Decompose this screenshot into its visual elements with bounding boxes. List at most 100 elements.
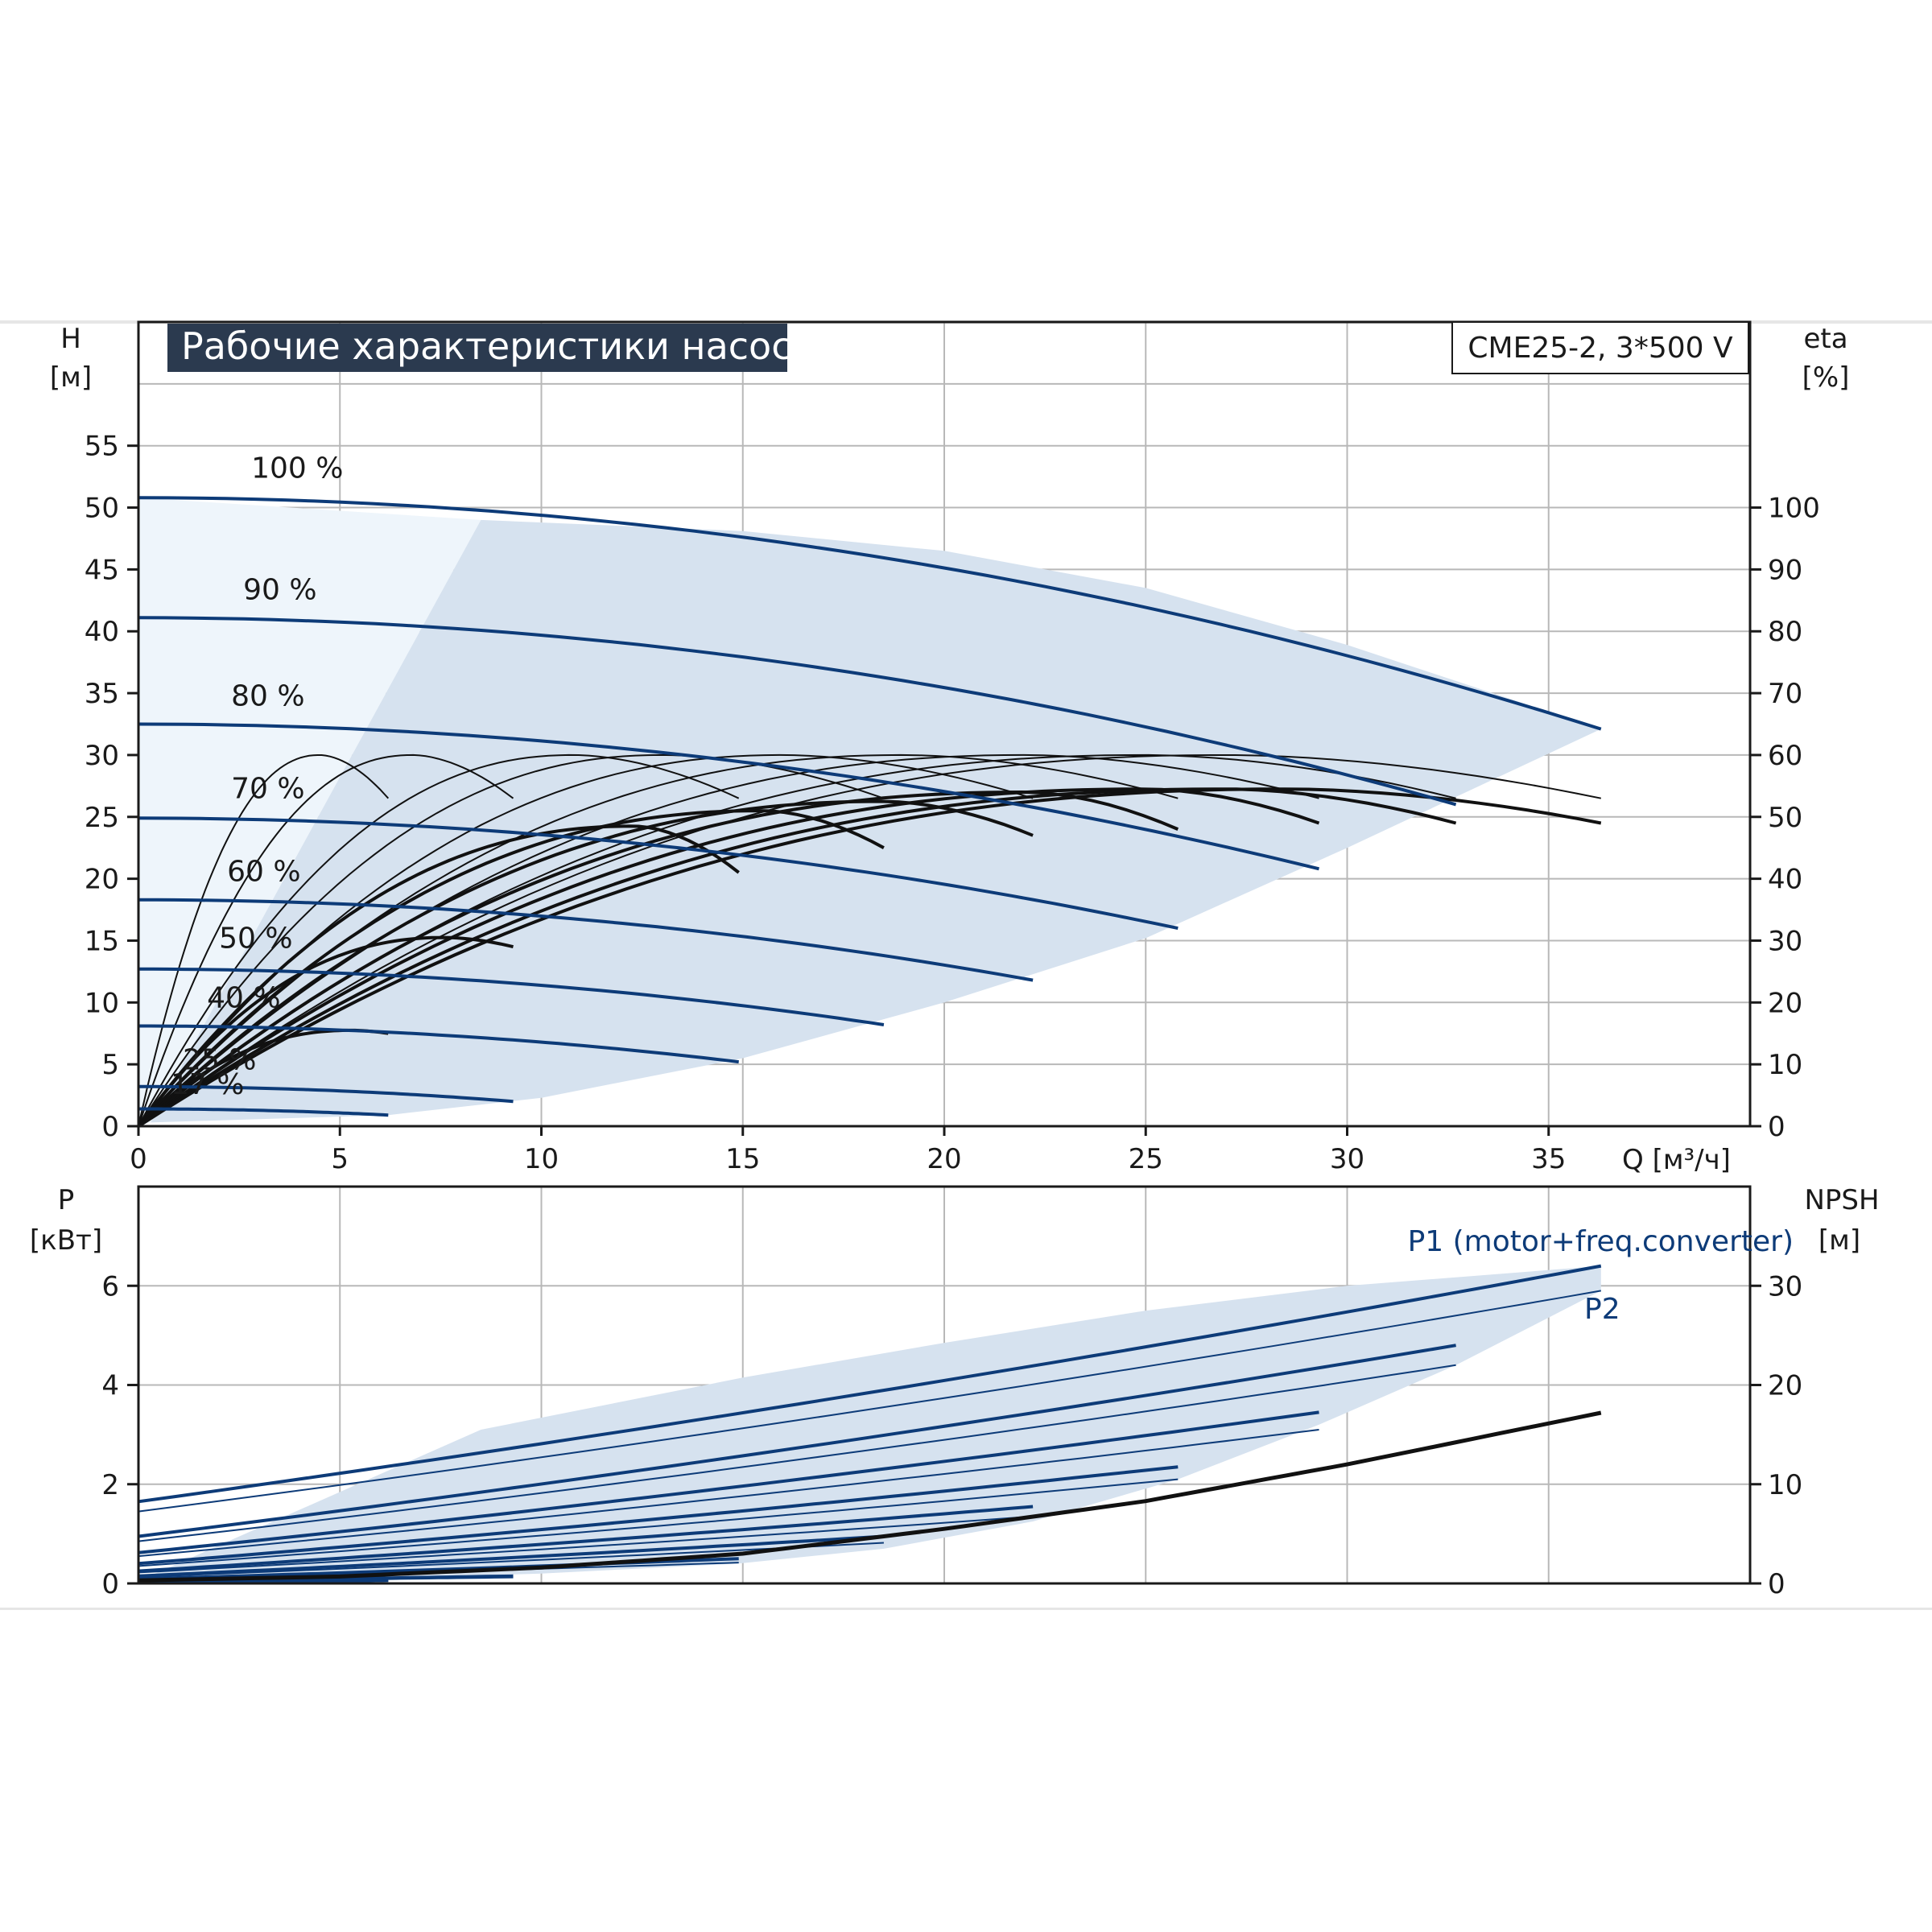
y2-tick-label: 20 xyxy=(1768,987,1802,1019)
y2-axis-label-eta: eta xyxy=(1803,323,1847,355)
power-operating-area xyxy=(138,1265,1601,1581)
head-curve-label: 40 % xyxy=(207,981,280,1014)
head-curve-label: 90 % xyxy=(243,573,316,606)
power-tick-label: 0 xyxy=(101,1568,119,1600)
efficiency-curve xyxy=(138,753,514,1127)
bottom-border-line xyxy=(0,1608,1932,1610)
head-curve-label: 25 % xyxy=(183,1043,256,1076)
npsh-tick-label: 20 xyxy=(1768,1370,1802,1402)
head-curve xyxy=(138,1107,389,1117)
x-tick-label: 10 xyxy=(524,1143,559,1175)
bottom-operating-area xyxy=(138,1265,1601,1581)
y2-tick-label: 10 xyxy=(1768,1049,1802,1081)
head-curve xyxy=(138,816,1179,931)
p2-series-label: P2 xyxy=(1584,1293,1620,1326)
npsh-curve xyxy=(138,1410,1602,1583)
head-curve-label: 70 % xyxy=(231,773,304,806)
y2-tick-label: 70 xyxy=(1768,678,1802,710)
model-box xyxy=(1451,321,1749,374)
head-curve xyxy=(138,616,1457,807)
x-tick-label: 5 xyxy=(331,1143,349,1175)
x-tick-label: 30 xyxy=(1330,1143,1364,1175)
y-tick-label: 30 xyxy=(85,740,119,772)
y-axis-unit-power: [кВт] xyxy=(30,1224,102,1257)
y-axis-label-head: H xyxy=(60,323,81,355)
head-curve-label: 17 % xyxy=(171,1068,244,1101)
y-axis-label-power: P xyxy=(58,1184,75,1216)
power-p1-curve xyxy=(138,1264,1602,1504)
efficiency-curve xyxy=(138,753,740,1127)
power-tick-label: 2 xyxy=(101,1469,119,1501)
power-npsh-panel: 0 2 4 6 0 10 20 30 P [кВт] NPSH [м] P1 (motor+f… xyxy=(30,1184,1880,1600)
head-curve-label: 100 % xyxy=(251,452,343,485)
x-tick-label: 0 xyxy=(130,1143,147,1175)
power-p1-curve xyxy=(138,1344,1456,1538)
efficiency-curves xyxy=(137,753,1602,1128)
y2-tick-label: 50 xyxy=(1768,802,1802,834)
head-curve-labels: 100 % 90 % 80 % 70 % 60 % 50 % 40 % 25 %17 % xyxy=(171,452,343,1101)
npsh-tick-label: 0 xyxy=(1768,1568,1785,1600)
y2-tick-label: 90 xyxy=(1768,554,1802,586)
head-curve-label: 60 % xyxy=(227,856,300,889)
x-tick-label: 25 xyxy=(1129,1143,1163,1175)
y-axis-unit-head: [м] xyxy=(50,361,92,394)
y-tick-label: 50 xyxy=(85,493,119,525)
power-curves xyxy=(138,1264,1602,1584)
power-p2-curve xyxy=(138,1542,884,1578)
head-efficiency-panel: 0510152025303540455055010203040506070809… xyxy=(0,320,1932,1176)
efficiency-curve xyxy=(138,754,390,1127)
power-p2-curve xyxy=(138,1515,1034,1574)
head-curve xyxy=(138,898,1034,982)
head-curves xyxy=(138,496,1602,1117)
power-tick-label: 6 xyxy=(101,1270,119,1302)
operating-area xyxy=(151,519,1601,1123)
bottom-axis-ticks: 0 2 4 6 0 10 20 30 xyxy=(101,1270,1802,1600)
y-tick-label: 0 xyxy=(101,1111,119,1143)
power-p1-curve xyxy=(138,1465,1179,1566)
x-tick-label: 15 xyxy=(725,1143,760,1175)
x-axis-label: Q [м³/ч] xyxy=(1622,1144,1731,1176)
efficiency-curve xyxy=(137,799,1034,1128)
y2-tick-label: 60 xyxy=(1768,740,1802,772)
y2-tick-label: 80 xyxy=(1768,616,1802,648)
y2-tick-label: 40 xyxy=(1768,864,1802,896)
model-label: CME25-2, 3*500 V xyxy=(1468,332,1733,365)
head-curve xyxy=(138,1024,739,1064)
y2-tick-label: 0 xyxy=(1768,1111,1785,1143)
head-curve-label: 80 % xyxy=(231,679,304,712)
head-curve-label: 50 % xyxy=(219,923,292,956)
power-p1-curve xyxy=(138,1534,885,1578)
efficiency-curve xyxy=(137,787,1320,1128)
top-axis-ticks: 0510152025303540455055010203040506070809… xyxy=(85,431,1820,1175)
x-tick-label: 35 xyxy=(1531,1143,1566,1175)
head-curve xyxy=(138,496,1602,731)
y-tick-label: 10 xyxy=(85,987,119,1019)
power-tick-label: 4 xyxy=(101,1370,119,1402)
y-tick-label: 45 xyxy=(85,554,119,586)
y2-axis-unit-npsh: [м] xyxy=(1818,1224,1860,1257)
npsh-tick-label: 30 xyxy=(1768,1270,1802,1302)
y2-tick-label: 100 xyxy=(1768,493,1820,525)
power-p2-curve xyxy=(138,1429,1319,1558)
y-tick-label: 20 xyxy=(85,864,119,896)
efficiency-curve xyxy=(138,754,1601,1127)
head-curve xyxy=(138,967,885,1026)
y-tick-label: 25 xyxy=(85,802,119,834)
power-p2-curve xyxy=(138,1290,1601,1513)
y2-tick-label: 30 xyxy=(1768,925,1802,957)
title-box xyxy=(167,324,787,372)
y-tick-label: 5 xyxy=(101,1049,119,1081)
power-p1-curve xyxy=(138,1505,1034,1573)
y-tick-label: 40 xyxy=(85,616,119,648)
efficiency-curve xyxy=(137,824,740,1128)
head-curve xyxy=(138,722,1319,871)
chart-title: Рабочие характеристики насоса xyxy=(181,324,815,368)
power-p1-curve xyxy=(138,1410,1319,1554)
efficiency-curve xyxy=(137,787,1602,1128)
p1-series-label: P1 (motor+freq.converter) xyxy=(1408,1225,1794,1258)
y2-axis-unit-eta: [%] xyxy=(1802,361,1850,394)
power-p2-curve xyxy=(138,1478,1179,1567)
y-tick-label: 55 xyxy=(85,431,119,463)
y2-axis-label-npsh: NPSH xyxy=(1804,1184,1879,1216)
